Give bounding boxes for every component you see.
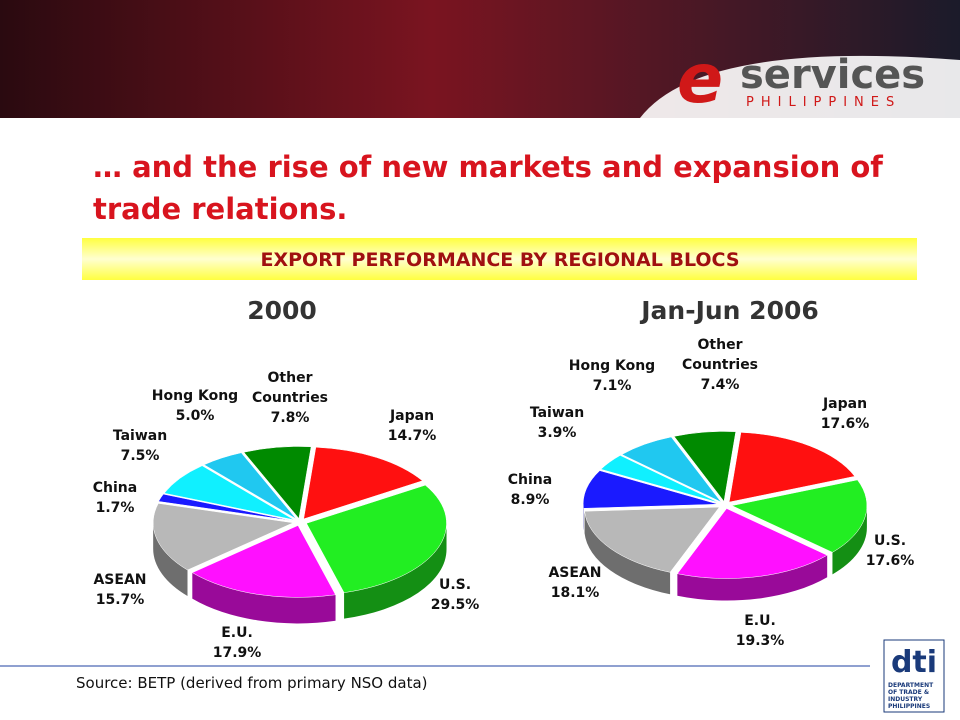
slice-label: ASEAN: [93, 572, 147, 588]
slice-value-label: 3.9%: [537, 425, 577, 441]
slice-label: China: [92, 480, 138, 496]
slice-value-label: 17.9%: [212, 645, 262, 661]
slice-value-label: 15.7%: [95, 592, 145, 608]
slice-label: Hong Kong: [568, 358, 656, 374]
pie-slice-side: [344, 523, 447, 619]
slice-value-label: 7.4%: [700, 377, 740, 393]
slice-value-label: 5.0%: [175, 408, 215, 424]
slice-value-label: 7.1%: [592, 378, 632, 394]
slice-value-label: 17.6%: [865, 553, 915, 569]
pie-slice: [600, 455, 720, 504]
slice-label: Other Countries: [681, 337, 759, 373]
slice-label: Taiwan: [112, 428, 168, 444]
pie-slice-side: [584, 511, 671, 595]
slice-value-label: 29.5%: [430, 597, 480, 613]
slice-value-label: 7.8%: [270, 410, 310, 426]
slice-label: ASEAN: [548, 565, 602, 581]
slice-value-label: 7.5%: [120, 448, 160, 464]
slice-value-label: 8.9%: [510, 492, 550, 508]
pie-slice: [582, 470, 719, 509]
slice-label: Japan: [822, 396, 868, 412]
logo-subtext: PHILIPPINES: [746, 95, 901, 110]
slice-label: E.U.: [744, 613, 776, 629]
pie-slice: [203, 452, 297, 520]
slice-label: Other Countries: [251, 370, 329, 406]
pie-slice: [163, 465, 295, 521]
chart-title: 2000: [247, 296, 317, 325]
pie-slice: [676, 508, 828, 579]
slide-title: … and the rise of new markets and expans…: [93, 150, 883, 226]
slice-value-label: 19.3%: [735, 633, 785, 649]
pie-slice-side: [153, 522, 188, 597]
dti-logo-subtext: DEPARTMENT OF TRADE & INDUSTRY PHILIPPIN…: [888, 682, 934, 710]
slice-label: Hong Kong: [151, 388, 239, 404]
pie-slice-side: [192, 572, 336, 624]
dti-logo: dti: [891, 645, 937, 680]
chart-title: Jan-Jun 2006: [641, 296, 819, 325]
pie-slice: [243, 446, 312, 520]
logo-text: services: [740, 52, 925, 98]
pie-slice: [621, 436, 722, 503]
dti-logo-box: [883, 639, 945, 713]
pie-slice: [152, 503, 295, 571]
subtitle-band: [82, 238, 917, 280]
slice-label: U.S.: [873, 533, 907, 549]
pie-slice: [673, 431, 737, 503]
subtitle: EXPORT PERFORMANCE BY REGIONAL BLOCS: [260, 249, 739, 271]
slice-value-label: 18.1%: [550, 585, 600, 601]
pie-slice: [731, 479, 868, 553]
slice-value-label: 1.7%: [95, 500, 135, 516]
pie-slice: [191, 525, 336, 598]
pie-slice-side: [677, 555, 828, 601]
pie-slice: [303, 446, 423, 520]
slice-label: China: [507, 472, 553, 488]
slice-value-label: 14.7%: [387, 428, 437, 444]
slice-label: Taiwan: [529, 405, 585, 421]
pie-slice: [158, 493, 294, 522]
slice-value-label: 17.6%: [820, 416, 870, 432]
pie-slice: [584, 506, 720, 573]
pie-tops: [582, 431, 868, 579]
slice-label: Japan: [389, 408, 435, 424]
pie-tops: [152, 446, 447, 598]
pie-slice: [306, 484, 447, 593]
pie-sides: [153, 522, 447, 624]
source-note: Source: BETP (derived from primary NSO d…: [76, 674, 428, 692]
pie-slice: [728, 432, 856, 503]
slice-label: E.U.: [221, 625, 253, 641]
header-swoosh: [0, 55, 960, 118]
slice-label: U.S.: [438, 577, 472, 593]
logo-e: e: [677, 40, 723, 119]
